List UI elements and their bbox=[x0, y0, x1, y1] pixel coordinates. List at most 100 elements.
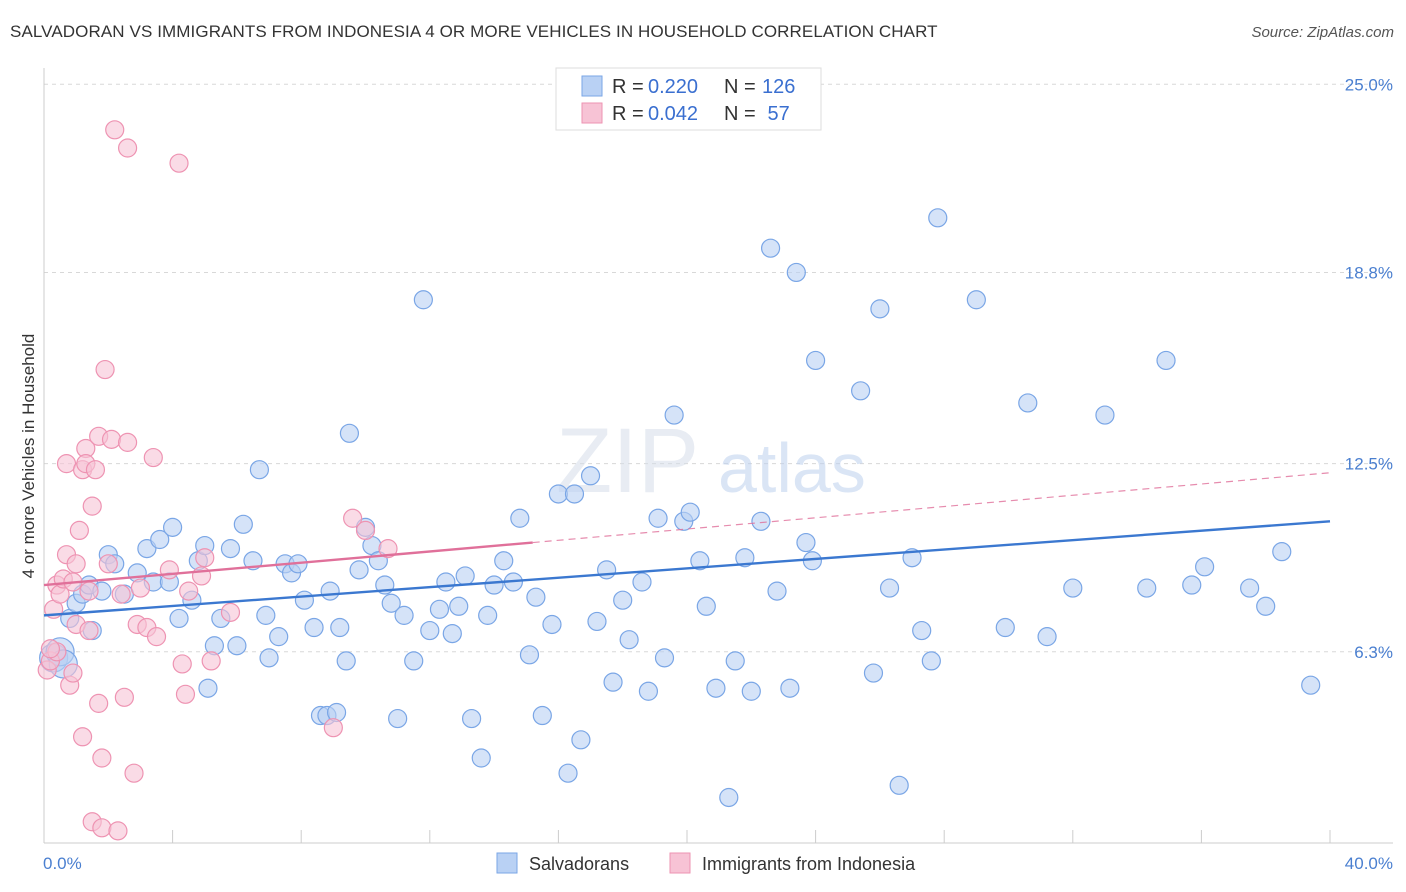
salvadoran-point-62 bbox=[471, 748, 491, 768]
salvadoran-point-118 bbox=[1095, 405, 1115, 425]
watermark-atlas: atlas bbox=[718, 429, 866, 507]
salvadoran-point-117 bbox=[1063, 578, 1083, 598]
salvadoran-point-27 bbox=[233, 514, 253, 534]
salvadoran-point-81 bbox=[619, 630, 639, 650]
salvadoran-point-120 bbox=[1156, 350, 1176, 371]
salvadoran-point-91 bbox=[706, 678, 726, 698]
salvadoran-point-72 bbox=[548, 484, 569, 504]
salvadoran-point-17 bbox=[163, 517, 183, 537]
bottom-legend-swatch-blue bbox=[496, 852, 518, 874]
legend-r-value-1: 0.220 bbox=[648, 76, 698, 98]
indonesia-point-21 bbox=[82, 496, 102, 516]
indonesia-point-19 bbox=[79, 620, 99, 641]
indonesia-point-33 bbox=[111, 584, 131, 604]
bottom-legend-swatch-pink bbox=[669, 852, 691, 874]
bottom-legend-label-blue: Salvadorans bbox=[529, 854, 629, 874]
indonesia-point-36 bbox=[117, 138, 138, 158]
salvadoran-point-78 bbox=[597, 560, 617, 580]
indonesia-point-51 bbox=[220, 602, 241, 622]
salvadoran-point-61 bbox=[461, 708, 482, 729]
salvadoran-point-32 bbox=[269, 627, 289, 647]
legend-swatch-blue bbox=[581, 75, 603, 97]
salvadoran-point-119 bbox=[1137, 578, 1157, 598]
indonesia-point-46 bbox=[175, 684, 196, 704]
indonesia-point-45 bbox=[172, 654, 192, 674]
y-tick-label-1: 12.5% bbox=[1345, 455, 1393, 474]
y-tick-label-2: 18.8% bbox=[1345, 263, 1393, 282]
salvadoran-point-84 bbox=[648, 508, 668, 528]
salvadoran-point-111 bbox=[921, 651, 941, 671]
y-axis-title: 4 or more Vehicles in Household bbox=[19, 334, 38, 579]
indonesia-point-20 bbox=[79, 581, 99, 601]
salvadoran-point-30 bbox=[256, 605, 276, 625]
y-tick-label-3: 25.0% bbox=[1345, 75, 1393, 94]
salvadoran-point-97 bbox=[760, 238, 781, 258]
salvadoran-point-26 bbox=[227, 636, 247, 656]
indonesia-point-53 bbox=[343, 508, 363, 528]
salvadoran-point-88 bbox=[680, 502, 700, 522]
salvadoran-point-77 bbox=[587, 611, 607, 632]
indonesia-point-28 bbox=[95, 359, 115, 380]
indonesia-point-35 bbox=[117, 432, 138, 452]
salvadoran-point-50 bbox=[381, 593, 401, 613]
salvadoran-point-55 bbox=[420, 620, 440, 641]
salvadoran-point-80 bbox=[613, 590, 633, 610]
salvadoran-point-74 bbox=[564, 484, 585, 504]
y-tick-labels: 6.3% 12.5% 18.8% 25.0% bbox=[1345, 75, 1393, 662]
salvadoran-point-114 bbox=[995, 617, 1015, 638]
salvadoran-point-42 bbox=[330, 617, 350, 638]
salvadoran-point-100 bbox=[786, 262, 806, 283]
indonesia-point-31 bbox=[105, 120, 125, 140]
indonesia-point-34 bbox=[114, 687, 134, 707]
salvadoran-point-124 bbox=[1256, 596, 1276, 616]
series-indonesia bbox=[37, 120, 398, 841]
legend-r-label-2: R = bbox=[612, 103, 644, 125]
axes bbox=[43, 68, 1393, 844]
indonesia-point-39 bbox=[130, 578, 151, 598]
salvadoran-point-113 bbox=[966, 290, 986, 310]
salvadoran-point-51 bbox=[388, 708, 408, 729]
salvadoran-point-43 bbox=[336, 651, 356, 671]
indonesia-point-43 bbox=[159, 560, 179, 580]
salvadoran-point-79 bbox=[603, 672, 623, 692]
y-tick-label-0: 6.3% bbox=[1354, 643, 1393, 662]
salvadoran-point-95 bbox=[741, 681, 761, 701]
salvadoran-point-107 bbox=[879, 578, 900, 598]
salvadoran-point-83 bbox=[638, 681, 659, 701]
legend-r-value-2: 0.042 bbox=[648, 103, 698, 125]
salvadoran-point-82 bbox=[632, 572, 652, 592]
salvadoran-point-59 bbox=[449, 596, 469, 616]
salvadoran-point-71 bbox=[542, 614, 562, 635]
source-label: Source: ZipAtlas.com bbox=[1251, 24, 1394, 41]
indonesia-point-47 bbox=[179, 581, 199, 601]
salvadoran-point-60 bbox=[455, 566, 475, 586]
indonesia-point-27 bbox=[92, 748, 112, 768]
salvadoran-point-15 bbox=[150, 529, 170, 550]
salvadoran-point-99 bbox=[780, 678, 800, 698]
salvadoran-point-25 bbox=[220, 539, 241, 559]
salvadoran-point-65 bbox=[494, 551, 514, 571]
salvadoran-point-108 bbox=[889, 775, 909, 795]
salvadoran-point-125 bbox=[1272, 542, 1292, 562]
indonesia-point-54 bbox=[355, 520, 376, 541]
indonesia-point-42 bbox=[146, 627, 167, 647]
salvadoran-point-75 bbox=[571, 730, 591, 750]
indonesia-point-30 bbox=[101, 429, 122, 449]
salvadoran-point-112 bbox=[928, 208, 948, 228]
salvadoran-point-110 bbox=[912, 620, 932, 641]
salvadoran-point-123 bbox=[1240, 578, 1260, 598]
salvadoran-point-121 bbox=[1182, 575, 1202, 595]
salvadoran-point-67 bbox=[510, 508, 530, 528]
indonesia-point-44 bbox=[169, 153, 189, 173]
indonesia-point-23 bbox=[85, 460, 106, 480]
watermark: ZIP atlas bbox=[556, 410, 866, 512]
legend-n-label-2: N = bbox=[724, 103, 756, 125]
salvadoran-point-52 bbox=[394, 605, 414, 625]
salvadoran-point-105 bbox=[863, 663, 884, 683]
salvadoran-point-18 bbox=[169, 608, 189, 629]
legend-swatch-pink bbox=[581, 102, 603, 124]
salvadoran-point-29 bbox=[249, 460, 270, 480]
salvadoran-point-70 bbox=[532, 705, 552, 726]
salvadoran-point-103 bbox=[805, 350, 826, 371]
